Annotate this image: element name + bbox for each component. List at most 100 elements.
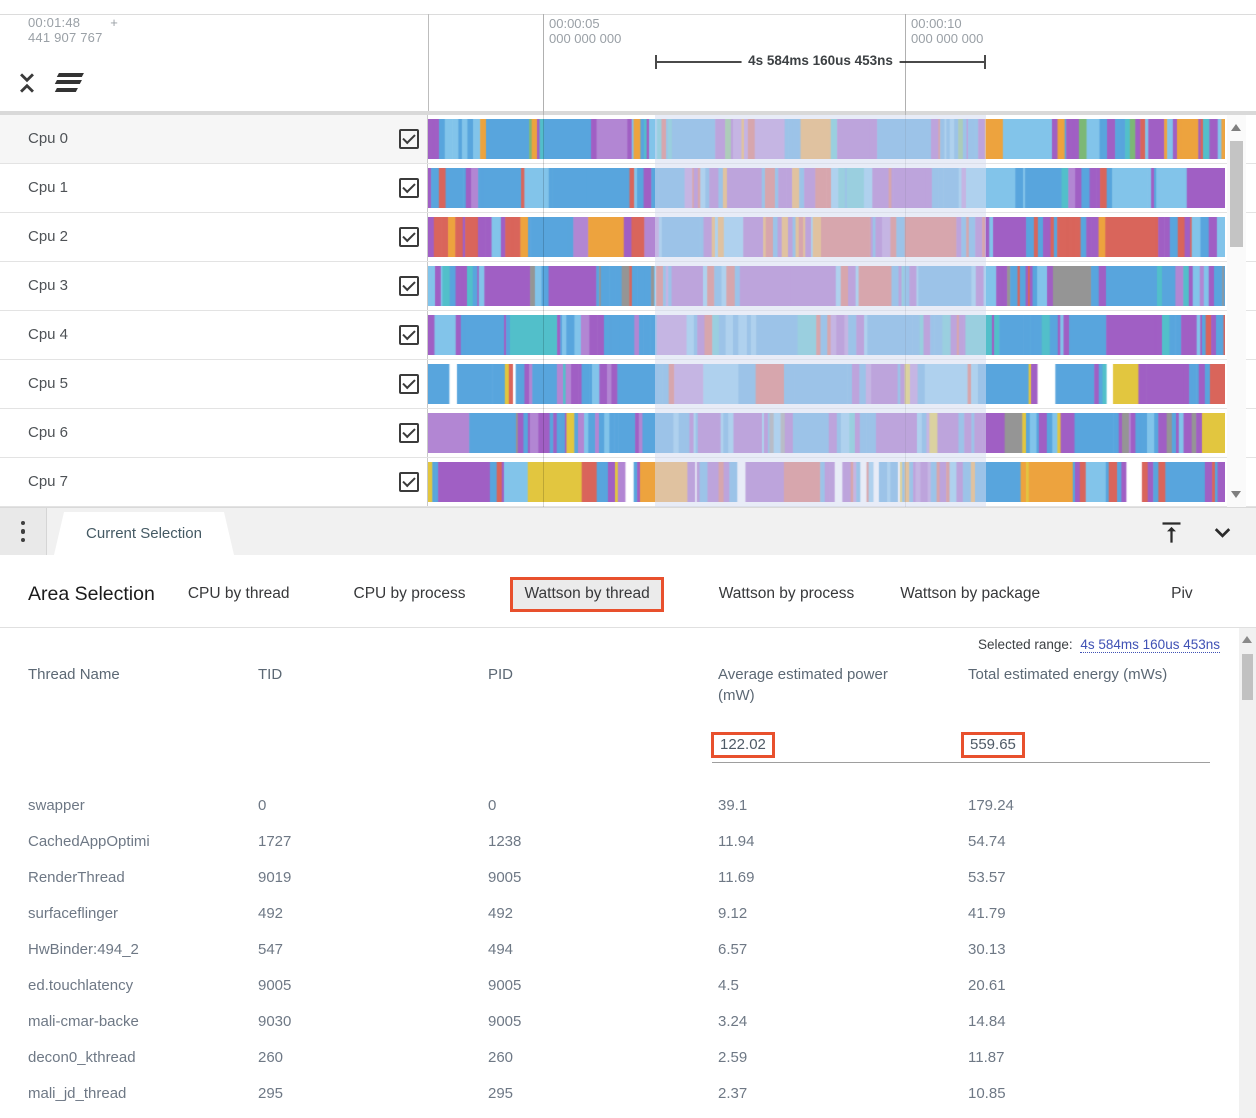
tick-time: 00:00:10 bbox=[911, 16, 962, 31]
scrollbar-thumb[interactable] bbox=[1230, 141, 1243, 247]
collapse-panel-chevron-down-icon[interactable] bbox=[1209, 519, 1236, 546]
track-label-cpu7[interactable]: Cpu 7 bbox=[0, 458, 428, 506]
track-label-cpu4[interactable]: Cpu 4 bbox=[0, 311, 428, 359]
expand-panel-top-icon[interactable] bbox=[1158, 519, 1185, 546]
cell-tid: 260 bbox=[258, 1048, 284, 1066]
cpu2-timeline-canvas[interactable] bbox=[428, 213, 1256, 261]
cursor-plus: + bbox=[110, 15, 119, 30]
cpu0-checkbox[interactable] bbox=[399, 129, 419, 149]
cpu7-timeline-canvas[interactable] bbox=[428, 458, 1256, 506]
details-scrollbar[interactable] bbox=[1239, 628, 1256, 1118]
track-label-cpu2[interactable]: Cpu 2 bbox=[0, 213, 428, 261]
cell-thread-name: surfaceflinger bbox=[28, 904, 119, 922]
cell-avg-power: 4.5 bbox=[718, 976, 739, 994]
filter-tracks-icon[interactable] bbox=[54, 72, 84, 94]
cell-tid: 9005 bbox=[258, 976, 292, 994]
tab-wattson-by-package[interactable]: Wattson by package bbox=[900, 585, 1041, 602]
table-row: surfaceflinger 492 492 9.12 41.79 bbox=[28, 895, 1220, 931]
ruler-tick-label: 00:00:05 000 000 000 bbox=[549, 16, 621, 46]
cpu3-timeline-canvas[interactable] bbox=[428, 262, 1256, 310]
track-label-cpu5[interactable]: Cpu 5 bbox=[0, 360, 428, 408]
table-row: CachedAppOptimi 1727 1238 11.94 54.74 bbox=[28, 823, 1220, 859]
track-label-cpu0[interactable]: Cpu 0 bbox=[0, 115, 428, 163]
tab-cpu-by-process[interactable]: CPU by process bbox=[353, 585, 466, 602]
timeline-panel: 00:01:48 + 441 907 767 00:00:05 000 000 0… bbox=[0, 0, 1256, 507]
col-header-total-energy: Total estimated energy (mWs) bbox=[968, 666, 1168, 683]
track-panel-divider bbox=[428, 14, 429, 111]
table-body: swapper 0 0 39.1 179.24 CachedAppOptimi … bbox=[28, 787, 1220, 1111]
cell-tid: 9030 bbox=[258, 1012, 292, 1030]
cell-thread-name: swapper bbox=[28, 796, 85, 814]
cell-thread-name: CachedAppOptimi bbox=[28, 832, 150, 850]
scroll-down-arrow-icon[interactable] bbox=[1231, 491, 1241, 498]
track-label-cpu3[interactable]: Cpu 3 bbox=[0, 262, 428, 310]
cell-thread-name: HwBinder:494_2 bbox=[28, 940, 139, 958]
cell-thread-name: mali-cmar-backe bbox=[28, 1012, 139, 1030]
scrollbar-thumb[interactable] bbox=[1242, 654, 1253, 700]
tab-label: Current Selection bbox=[86, 525, 202, 542]
cell-tid: 1727 bbox=[258, 832, 292, 850]
table-row: HwBinder:494_2 547 494 6.57 30.13 bbox=[28, 931, 1220, 967]
kebab-icon bbox=[20, 520, 26, 526]
cpu4-checkbox[interactable] bbox=[399, 325, 419, 345]
cell-pid: 492 bbox=[488, 904, 514, 922]
selection-range-duration: 4s 584ms 160us 453ns bbox=[741, 53, 900, 68]
track-row: Cpu 2 bbox=[0, 213, 1256, 262]
tab-pivot-table[interactable]: Piv bbox=[1171, 585, 1193, 602]
tab-cpu-by-thread[interactable]: CPU by thread bbox=[187, 585, 290, 602]
panel-menu-button[interactable] bbox=[0, 508, 47, 555]
timeline-ruler[interactable]: 00:01:48 + 441 907 767 00:00:05 000 000 0… bbox=[0, 0, 1256, 115]
table-header-row: Thread Name TID PID Average estimated po… bbox=[28, 664, 1220, 706]
scroll-up-arrow-icon[interactable] bbox=[1242, 636, 1252, 643]
cpu5-timeline-canvas[interactable] bbox=[428, 360, 1256, 408]
tick-ns: 000 000 000 bbox=[549, 31, 622, 46]
collapse-tracks-icon[interactable] bbox=[14, 68, 40, 98]
track-label-cpu1[interactable]: Cpu 1 bbox=[0, 164, 428, 212]
cell-avg-power: 6.57 bbox=[718, 940, 748, 958]
tab-current-selection[interactable]: Current Selection bbox=[54, 512, 234, 555]
tracks-scrollbar[interactable] bbox=[1227, 115, 1246, 507]
cell-avg-power: 11.69 bbox=[718, 868, 755, 886]
ruler-tick-label: 00:00:10 000 000 000 bbox=[911, 16, 983, 46]
cpu1-timeline-canvas[interactable] bbox=[428, 164, 1256, 212]
cell-total-energy: 20.61 bbox=[968, 976, 1006, 994]
cpu0-timeline-canvas[interactable] bbox=[428, 115, 1256, 163]
track-row: Cpu 0 bbox=[0, 115, 1256, 164]
cell-total-energy: 14.84 bbox=[968, 1012, 1006, 1030]
selection-range-bracket: 4s 584ms 160us 453ns bbox=[655, 53, 986, 69]
cell-tid: 492 bbox=[258, 904, 284, 922]
selected-range-row: Selected range: 4s 584ms 160us 453ns bbox=[978, 637, 1220, 653]
cpu2-checkbox[interactable] bbox=[399, 227, 419, 247]
selected-range-value-link[interactable]: 4s 584ms 160us 453ns bbox=[1080, 637, 1220, 653]
cpu7-checkbox[interactable] bbox=[399, 472, 419, 492]
cpu-tracks: Cpu 0 Cpu 1 Cpu 2 Cpu 3 Cpu 4 Cpu 5 Cpu … bbox=[0, 115, 1256, 507]
cursor-nanoseconds: 441 907 767 bbox=[28, 30, 103, 45]
tab-wattson-by-thread[interactable]: Wattson by thread bbox=[510, 576, 664, 612]
cell-avg-power: 11.94 bbox=[718, 832, 755, 850]
scroll-up-arrow-icon[interactable] bbox=[1231, 124, 1241, 131]
track-label-cpu6[interactable]: Cpu 6 bbox=[0, 409, 428, 457]
table-summary-row: 122.02 559.65 bbox=[28, 732, 1220, 758]
cell-total-energy: 41.79 bbox=[968, 904, 1006, 922]
cpu5-checkbox[interactable] bbox=[399, 374, 419, 394]
track-row: Cpu 1 bbox=[0, 164, 1256, 213]
cursor-time: 00:01:48 bbox=[28, 15, 81, 30]
cell-avg-power: 39.1 bbox=[718, 796, 748, 814]
cell-pid: 9005 bbox=[488, 976, 522, 994]
cpu6-timeline-canvas[interactable] bbox=[428, 409, 1256, 457]
cpu3-checkbox[interactable] bbox=[399, 276, 419, 296]
cpu1-checkbox[interactable] bbox=[399, 178, 419, 198]
cell-total-energy: 179.24 bbox=[968, 796, 1014, 814]
cell-thread-name: mali_jd_thread bbox=[28, 1084, 127, 1102]
track-row: Cpu 6 bbox=[0, 409, 1256, 458]
cell-avg-power: 2.37 bbox=[718, 1084, 748, 1102]
cpu6-checkbox[interactable] bbox=[399, 423, 419, 443]
cell-thread-name: ed.touchlatency bbox=[28, 976, 134, 994]
table-row: mali_jd_thread 295 295 2.37 10.85 bbox=[28, 1075, 1220, 1111]
cell-thread-name: decon0_kthread bbox=[28, 1048, 136, 1066]
tab-wattson-by-process[interactable]: Wattson by process bbox=[718, 585, 855, 602]
cell-tid: 547 bbox=[258, 940, 284, 958]
selected-range-label: Selected range: bbox=[978, 637, 1073, 652]
summary-underline bbox=[712, 762, 1210, 763]
cpu4-timeline-canvas[interactable] bbox=[428, 311, 1256, 359]
